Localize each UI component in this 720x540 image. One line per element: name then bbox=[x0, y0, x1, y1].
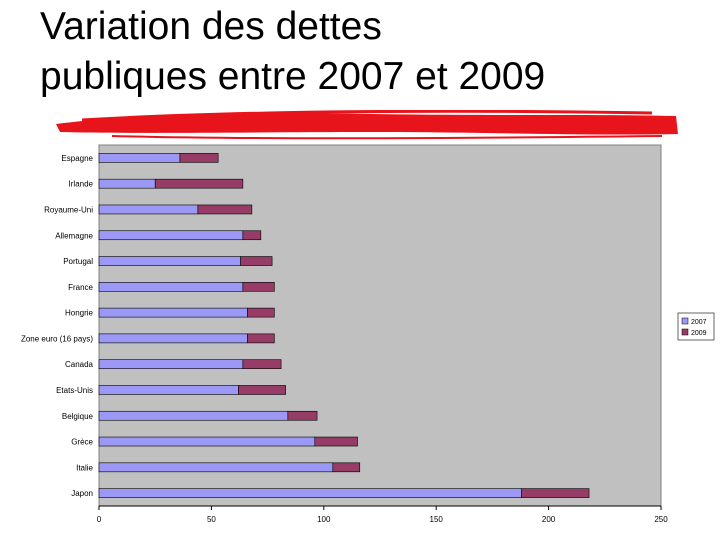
bar-2007 bbox=[98, 153, 181, 163]
title-line-2: publiques entre 2007 et 2009 bbox=[40, 55, 546, 98]
x-tick-label: 200 bbox=[542, 515, 556, 524]
x-tick-label: 50 bbox=[207, 515, 216, 524]
category-label: France bbox=[68, 283, 93, 292]
bar-2009 bbox=[242, 282, 275, 292]
bar-2009 bbox=[287, 410, 318, 421]
plot-area bbox=[98, 144, 662, 507]
bar-2009 bbox=[240, 256, 273, 266]
bar-2009 bbox=[521, 488, 590, 498]
legend-swatch-2007 bbox=[681, 317, 689, 325]
legend-swatch-2009 bbox=[681, 328, 689, 336]
category-label: Espagne bbox=[61, 154, 93, 163]
x-tick-label: 250 bbox=[654, 515, 668, 524]
bar-2007 bbox=[98, 462, 334, 473]
bar-2009 bbox=[197, 204, 253, 215]
category-label: Belgique bbox=[62, 412, 94, 421]
category-label: Grèce bbox=[71, 438, 93, 447]
legend-label-2009: 2009 bbox=[691, 330, 707, 337]
bar-2007 bbox=[98, 359, 244, 369]
bar-2009 bbox=[247, 333, 275, 344]
bar-2007 bbox=[98, 307, 248, 318]
bar-2007 bbox=[98, 204, 199, 215]
bar-2007 bbox=[98, 230, 244, 241]
bar-2007 bbox=[98, 385, 239, 395]
bar-2007 bbox=[98, 488, 522, 498]
bar-2009 bbox=[154, 178, 244, 189]
bar-2009 bbox=[242, 359, 282, 369]
bar-2009 bbox=[242, 230, 262, 241]
debt-bar-chart: Espagne Irlande Royaume-Uni Allemagne Portug… bbox=[21, 144, 715, 524]
bar-2009 bbox=[332, 462, 361, 473]
bar-2009 bbox=[179, 153, 219, 163]
bar-2007 bbox=[98, 282, 244, 292]
title-line-1: Variation des dettes bbox=[40, 5, 382, 48]
bar-2007 bbox=[98, 256, 241, 266]
x-tick-label: 150 bbox=[430, 515, 444, 524]
category-label: Italie bbox=[76, 463, 93, 472]
category-label: Hongrie bbox=[65, 309, 94, 318]
category-label: Canada bbox=[65, 360, 94, 369]
bar-2007 bbox=[98, 178, 156, 189]
bar-2009 bbox=[247, 307, 275, 318]
slide-title: Variation des dettes publiques entre 200… bbox=[40, 2, 700, 102]
category-label: Zone euro (16 pays) bbox=[21, 334, 93, 343]
legend-label-2007: 2007 bbox=[691, 319, 707, 326]
bar-2009 bbox=[314, 436, 358, 447]
chart-legend: 2007 2009 bbox=[677, 312, 715, 341]
bar-2007 bbox=[98, 333, 248, 344]
x-tick-label: 100 bbox=[317, 515, 331, 524]
category-label: Royaume-Uni bbox=[44, 205, 93, 214]
red-brush-stroke bbox=[56, 110, 678, 140]
x-tick-label: 0 bbox=[97, 515, 102, 524]
category-label: Etats-Unis bbox=[56, 386, 93, 395]
legend-box bbox=[677, 312, 715, 341]
bar-2009 bbox=[238, 385, 286, 395]
bar-2007 bbox=[98, 410, 289, 421]
bar-2007 bbox=[98, 436, 316, 447]
category-label: Japon bbox=[71, 489, 93, 498]
category-label: Irlande bbox=[69, 180, 94, 189]
category-label: Allemagne bbox=[55, 231, 93, 240]
category-label: Portugal bbox=[63, 257, 93, 266]
